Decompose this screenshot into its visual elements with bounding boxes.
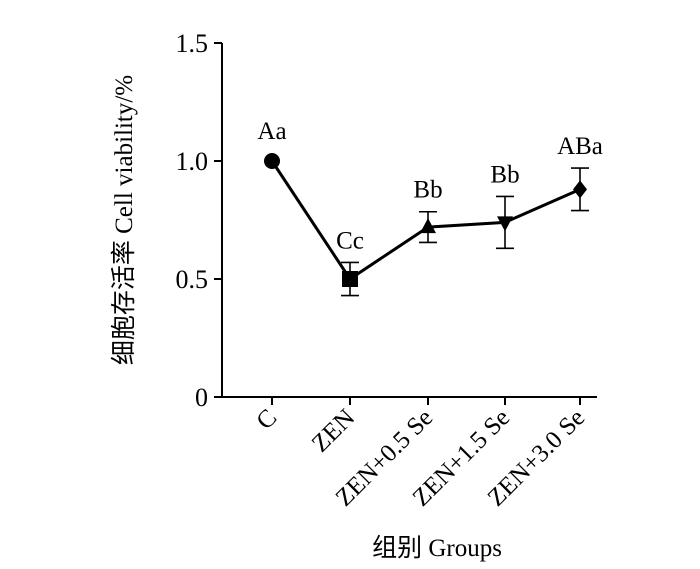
- y-axis-title: 细胞存活率 Cell viability/%: [110, 75, 138, 365]
- data-point-square: [342, 271, 358, 287]
- y-tick-label: 1.5: [176, 29, 209, 58]
- y-ticks: 0 0.5 1.0 1.5: [176, 29, 222, 412]
- data-point-triangle-up: [420, 218, 436, 234]
- x-tick-label: C: [251, 404, 282, 435]
- data-markers: [264, 153, 587, 287]
- error-bars: [341, 167, 589, 297]
- data-point-diamond: [573, 180, 587, 199]
- y-tick-label: 0: [195, 383, 208, 412]
- significance-label: Bb: [413, 177, 442, 204]
- y-tick-label: 1.0: [176, 147, 209, 176]
- data-point-triangle-down: [497, 216, 513, 232]
- x-tick-label: ZEN: [307, 404, 360, 457]
- significance-label: Cc: [336, 227, 364, 254]
- significance-label: Aa: [257, 118, 286, 145]
- data-point-circle: [264, 153, 280, 169]
- axes: [221, 43, 597, 398]
- y-tick-label: 0.5: [176, 265, 209, 294]
- significance-labels: Aa Cc Bb Bb ABa: [257, 118, 602, 254]
- significance-label: ABa: [557, 133, 603, 160]
- significance-label: Bb: [490, 161, 519, 188]
- x-axis-title: 组别 Groups: [372, 534, 502, 562]
